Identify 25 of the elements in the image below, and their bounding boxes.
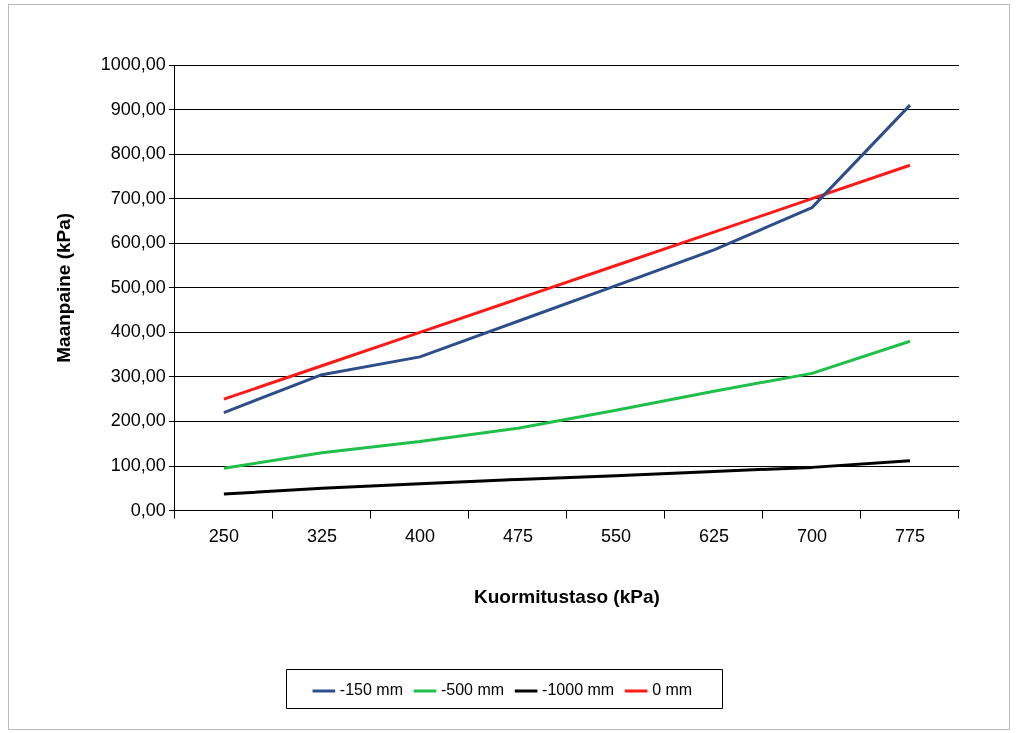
x-axis-title: Kuormitustaso (kPa) bbox=[474, 585, 660, 607]
y-tick-label: 800,00 bbox=[110, 143, 166, 164]
y-tick-label: 600,00 bbox=[110, 232, 166, 253]
y-tick-label: 500,00 bbox=[110, 276, 166, 297]
x-tick-label: 250 bbox=[208, 526, 239, 547]
y-tick-label: 1000,00 bbox=[100, 53, 166, 74]
y-tick-label: 0,00 bbox=[130, 499, 166, 520]
y-tick-label: 300,00 bbox=[110, 365, 166, 386]
y-tick-label: 700,00 bbox=[110, 187, 166, 208]
y-tick-label: 100,00 bbox=[110, 455, 166, 476]
y-tick-label: 400,00 bbox=[110, 321, 166, 342]
legend-label: -1000 mm bbox=[542, 681, 615, 699]
y-axis-title: Maanpaine (kPa) bbox=[52, 212, 74, 363]
legend-label: -500 mm bbox=[440, 681, 505, 699]
x-tick-label: 700 bbox=[796, 526, 827, 547]
y-tick-label: 200,00 bbox=[110, 410, 166, 431]
x-tick-label: 550 bbox=[600, 526, 631, 547]
x-tick-label: 775 bbox=[894, 526, 926, 547]
x-tick-label: 400 bbox=[404, 526, 435, 547]
legend-label: 0 mm bbox=[652, 681, 693, 699]
x-tick-label: 475 bbox=[502, 526, 533, 547]
legend-label: -150 mm bbox=[339, 681, 403, 699]
y-tick-label: 900,00 bbox=[110, 98, 166, 119]
x-tick-label: 625 bbox=[698, 526, 729, 547]
x-tick-label: 325 bbox=[306, 526, 337, 547]
